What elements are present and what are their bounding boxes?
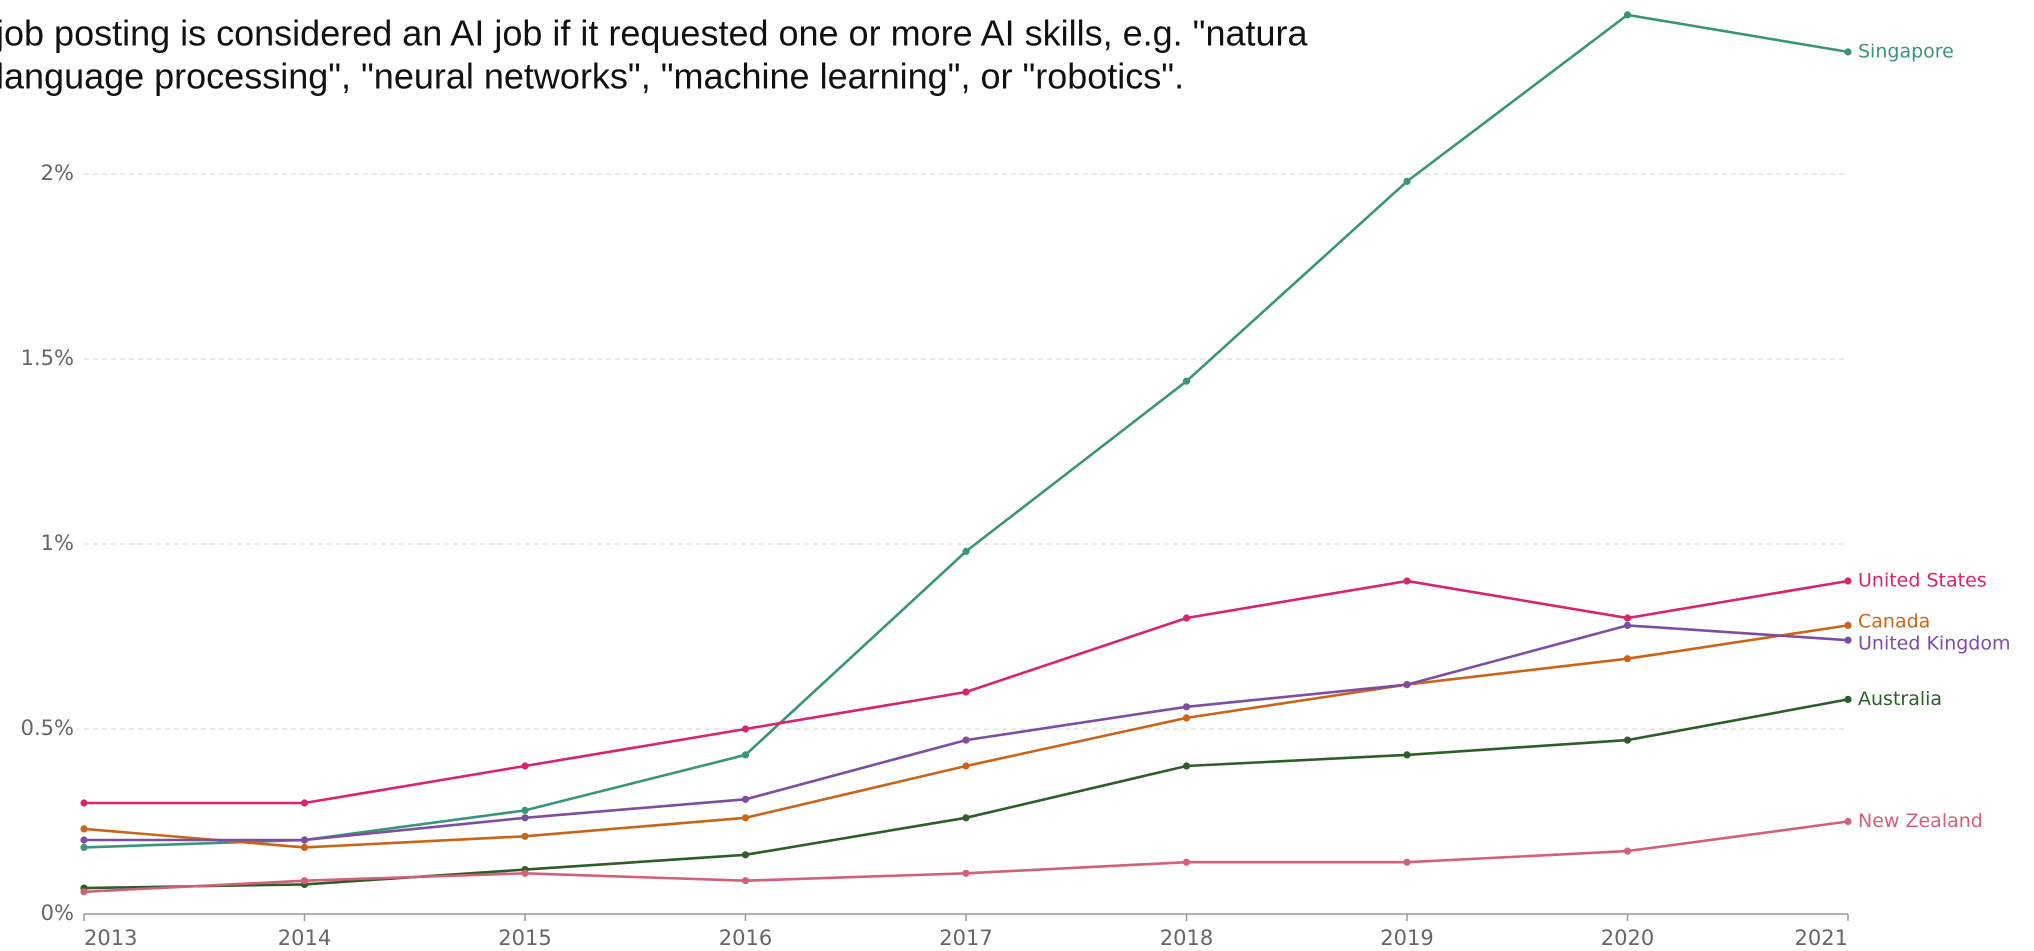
x-tick-label: 2021 [1795, 926, 1848, 950]
series-label: United Kingdom [1858, 632, 2011, 654]
data-point [1844, 817, 1852, 826]
data-point [962, 869, 970, 877]
data-point [80, 836, 88, 844]
data-point [300, 799, 309, 807]
x-tick-label: 2013 [84, 926, 137, 950]
data-point [741, 814, 750, 822]
series-line [83, 13, 1849, 849]
chart-subtitle: job posting is considered an AI job if i… [0, 13, 1309, 54]
data-point [521, 869, 529, 877]
x-tick-label: 2015 [498, 926, 551, 950]
data-point [741, 751, 750, 759]
y-tick-label: 0% [41, 901, 74, 925]
data-point [1844, 621, 1852, 630]
data-point [1403, 751, 1411, 759]
data-point [962, 688, 970, 696]
y-tick-label: 1% [41, 531, 74, 555]
data-point [300, 877, 309, 885]
data-point [962, 814, 970, 822]
data-point [1403, 577, 1411, 585]
x-tick-label: 2014 [278, 926, 331, 950]
series-label: Canada [1858, 610, 1930, 632]
data-point [1182, 377, 1191, 385]
data-point [962, 762, 970, 770]
series-line [83, 624, 1849, 849]
x-tick-label: 2017 [939, 926, 992, 950]
data-point [1403, 177, 1411, 185]
data-point [80, 843, 88, 852]
data-point [80, 799, 88, 807]
x-tick-label: 2020 [1601, 926, 1654, 950]
data-point [1623, 736, 1632, 744]
data-point [962, 547, 970, 556]
data-point [1623, 11, 1632, 19]
series-label: United States [1858, 570, 1987, 592]
data-point [1623, 655, 1632, 663]
data-point [1182, 762, 1191, 770]
series-label: New Zealand [1858, 810, 1983, 832]
data-point [962, 736, 970, 744]
data-point [741, 877, 750, 885]
data-point [1844, 695, 1852, 704]
data-point [1844, 636, 1852, 644]
data-point [1182, 703, 1191, 711]
data-point [1844, 48, 1852, 56]
data-point [1182, 858, 1191, 866]
data-point [1623, 614, 1632, 622]
data-point [521, 814, 529, 822]
data-point [80, 888, 88, 896]
data-point [1182, 714, 1191, 722]
x-tick-label: 2018 [1160, 926, 1213, 950]
series-label: Singapore [1858, 40, 1954, 62]
data-point [1623, 621, 1632, 630]
y-tick-label: 0.5% [21, 716, 74, 740]
data-point [1403, 858, 1411, 866]
series-label: Australia [1858, 688, 1942, 710]
data-point [741, 851, 750, 859]
data-point [521, 832, 529, 840]
data-point [521, 762, 529, 770]
series-line [83, 698, 1849, 890]
chart-subtitle: language processing", "neural networks",… [0, 56, 1184, 97]
y-tick-label: 1.5% [21, 346, 74, 370]
data-point [1623, 847, 1632, 855]
data-point [1182, 614, 1191, 622]
data-point [741, 725, 750, 733]
data-point [300, 836, 309, 844]
data-point [521, 806, 529, 815]
y-tick-label: 2% [41, 161, 74, 185]
data-point [1403, 681, 1411, 689]
data-point [300, 843, 309, 852]
x-tick-label: 2019 [1380, 926, 1433, 950]
series-line [84, 624, 1849, 842]
data-point [741, 795, 750, 803]
data-point [80, 825, 88, 833]
x-tick-label: 2016 [719, 926, 772, 950]
data-point [1844, 577, 1852, 585]
